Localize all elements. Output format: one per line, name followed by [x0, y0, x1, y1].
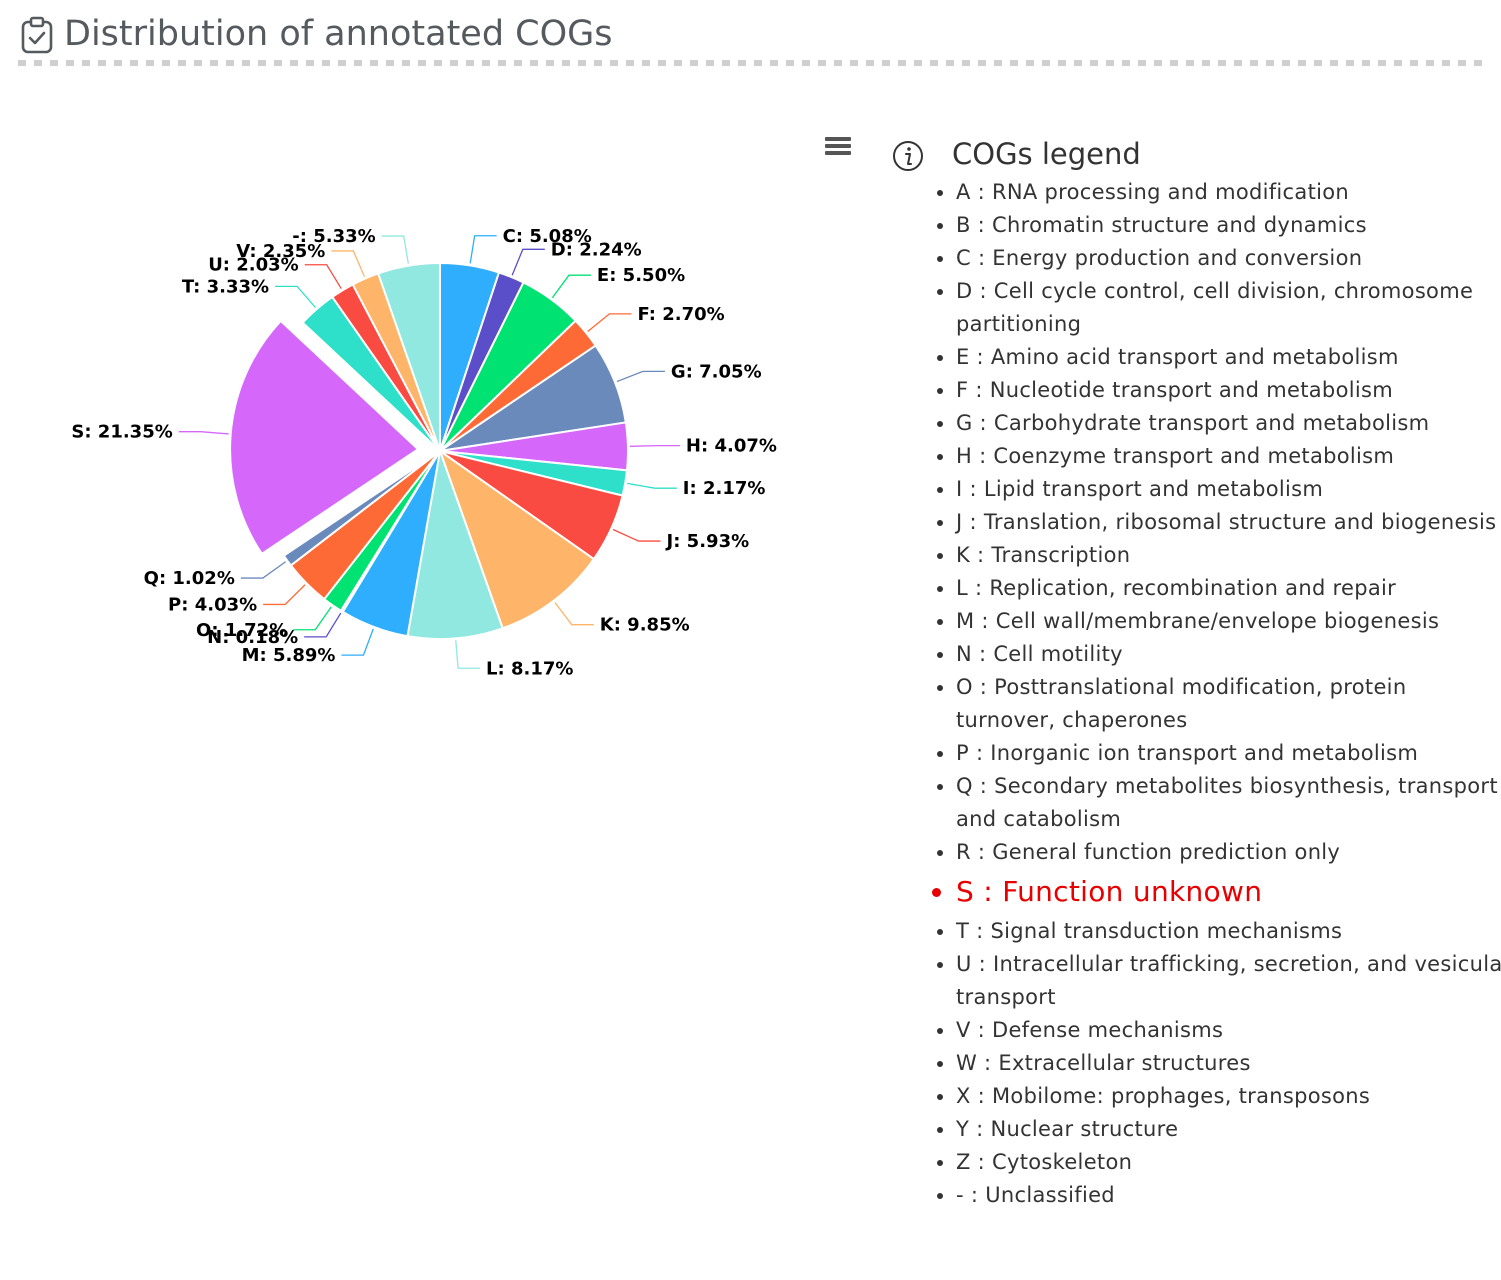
- data-label-connector-l: [455, 640, 481, 669]
- hamburger-menu-icon-bar: [825, 144, 851, 148]
- legend-item-o: O : Posttranslational modification, prot…: [956, 671, 1501, 737]
- legend-item-r: R : General function prediction only: [956, 836, 1501, 869]
- legend-item-t: T : Signal transduction mechanisms: [956, 915, 1501, 948]
- data-label-j: J: 5.93%: [665, 531, 750, 552]
- data-label-connector-unclassified: [381, 235, 409, 264]
- data-label-d: D: 2.24%: [551, 239, 642, 260]
- hamburger-menu-icon-bar: [825, 151, 851, 155]
- data-label-f: F: 2.70%: [637, 304, 724, 325]
- data-label-connector-j: [612, 528, 661, 542]
- legend-item-p: P : Inorganic ion transport and metaboli…: [956, 737, 1501, 770]
- legend-item-j: J : Translation, ribosomal structure and…: [956, 506, 1501, 539]
- data-label-connector-e: [551, 274, 591, 299]
- clipboard-check-icon: [21, 16, 53, 54]
- cog-pie-chart: C: 5.08% D: 2.24% E: 5.50% F: 2.70% G: 7.05%…: [0, 100, 880, 800]
- data-label-k: K: 9.85%: [600, 615, 690, 636]
- data-label-p: P: 4.03%: [168, 594, 257, 615]
- legend-item-b: B : Chromatin structure and dynamics: [956, 209, 1501, 242]
- legend-item-c: C : Energy production and conversion: [956, 242, 1501, 275]
- data-label-connector-d: [511, 248, 545, 276]
- data-label-u: U: 2.03%: [208, 255, 299, 276]
- info-icon[interactable]: [892, 140, 924, 172]
- data-label-l: L: 8.17%: [486, 658, 573, 679]
- legend-item-y: Y : Nuclear structure: [956, 1113, 1501, 1146]
- legend-item-x: X : Mobilome: prophages, transposons: [956, 1080, 1501, 1113]
- legend-item-l: L : Replication, recombination and repai…: [956, 572, 1501, 605]
- data-label-connector-g: [616, 370, 665, 383]
- data-label-n: N: 0.18%: [207, 627, 298, 648]
- legend-item-u: U : Intracellular trafficking, secretion…: [956, 948, 1501, 1014]
- pie-chart-svg: C: 5.08%D: 2.24% E: 5.50% F: 2.70% G: 7.05%…: [71, 226, 777, 679]
- chart-menu-button[interactable]: [822, 134, 854, 162]
- data-label-v: V: 2.35%: [236, 241, 325, 262]
- data-label-connector-f: [587, 313, 632, 332]
- hamburger-menu-icon-bar: [825, 137, 851, 141]
- legend-item-a: A : RNA processing and modification: [956, 176, 1501, 209]
- legend-item-z: Z : Cytoskeleton: [956, 1146, 1501, 1179]
- data-label-connector-i: [627, 482, 677, 489]
- page-header: Distribution of annotated COGs: [18, 12, 1484, 68]
- data-label-connector-t: [275, 285, 316, 308]
- data-label-c: C: 5.08%: [503, 226, 592, 247]
- data-label-connector-s: [178, 431, 229, 435]
- legend-item-e: E : Amino acid transport and metabolism: [956, 341, 1501, 374]
- legend-item-d: D : Cell cycle control, cell division, c…: [956, 275, 1501, 341]
- data-label-connector-o: [293, 606, 332, 631]
- pie-slice-k[interactable]: [439, 450, 595, 630]
- legend-item-q: Q : Secondary metabolites biosynthesis, …: [956, 770, 1501, 836]
- legend-item-m: M : Cell wall/membrane/envelope biogenes…: [956, 605, 1501, 638]
- title-divider: [18, 60, 1484, 66]
- legend-item-n: N : Cell motility: [956, 638, 1501, 671]
- data-label-s: S: 21.35%: [71, 422, 172, 443]
- data-label-connector-h: [629, 444, 680, 447]
- data-label-connector-k: [554, 601, 594, 626]
- legend-item-h: H : Coenzyme transport and metabolism: [956, 440, 1501, 473]
- legend-item-s: S : Function unknown: [956, 869, 1501, 915]
- data-label-q: Q: 1.02%: [144, 568, 235, 589]
- legend-item-k: K : Transcription: [956, 539, 1501, 572]
- legend-list: A : RNA processing and modificationB : C…: [930, 176, 1501, 1212]
- data-label-connector-p: [263, 584, 306, 606]
- data-label-i: I: 2.17%: [683, 478, 766, 499]
- pie-slice-q[interactable]: [282, 450, 441, 567]
- legend-item-g: G : Carbohydrate transport and metabolis…: [956, 407, 1501, 440]
- data-label-connector-c: [469, 235, 497, 264]
- data-label-connector-q: [240, 561, 286, 579]
- legend-item-unclassified: - : Unclassified: [956, 1179, 1501, 1212]
- pie-slice-unclassified[interactable]: [377, 262, 441, 452]
- data-label-unclassified: -: 5.33%: [292, 226, 375, 247]
- data-label-o: O: 1.72%: [196, 620, 287, 641]
- data-label-connector-m: [341, 628, 374, 656]
- legend-item-i: I : Lipid transport and metabolism: [956, 473, 1501, 506]
- data-label-m: M: 5.89%: [242, 645, 336, 666]
- legend-title: COGs legend: [952, 137, 1141, 171]
- legend-item-w: W : Extracellular structures: [956, 1047, 1501, 1080]
- data-label-h: H: 4.07%: [686, 436, 777, 457]
- pie-slice-l[interactable]: [406, 450, 504, 640]
- data-label-connector-u: [304, 264, 342, 289]
- data-label-connector-v: [331, 250, 366, 277]
- legend-item-f: F : Nucleotide transport and metabolism: [956, 374, 1501, 407]
- data-label-g: G: 7.05%: [671, 361, 762, 382]
- legend-item-v: V : Defense mechanisms: [956, 1014, 1501, 1047]
- pie-slice-s[interactable]: [229, 319, 420, 555]
- data-label-connector-n: [304, 612, 342, 638]
- page-title: Distribution of annotated COGs: [64, 14, 613, 54]
- data-label-t: T: 3.33%: [182, 276, 269, 297]
- data-label-e: E: 5.50%: [597, 265, 685, 286]
